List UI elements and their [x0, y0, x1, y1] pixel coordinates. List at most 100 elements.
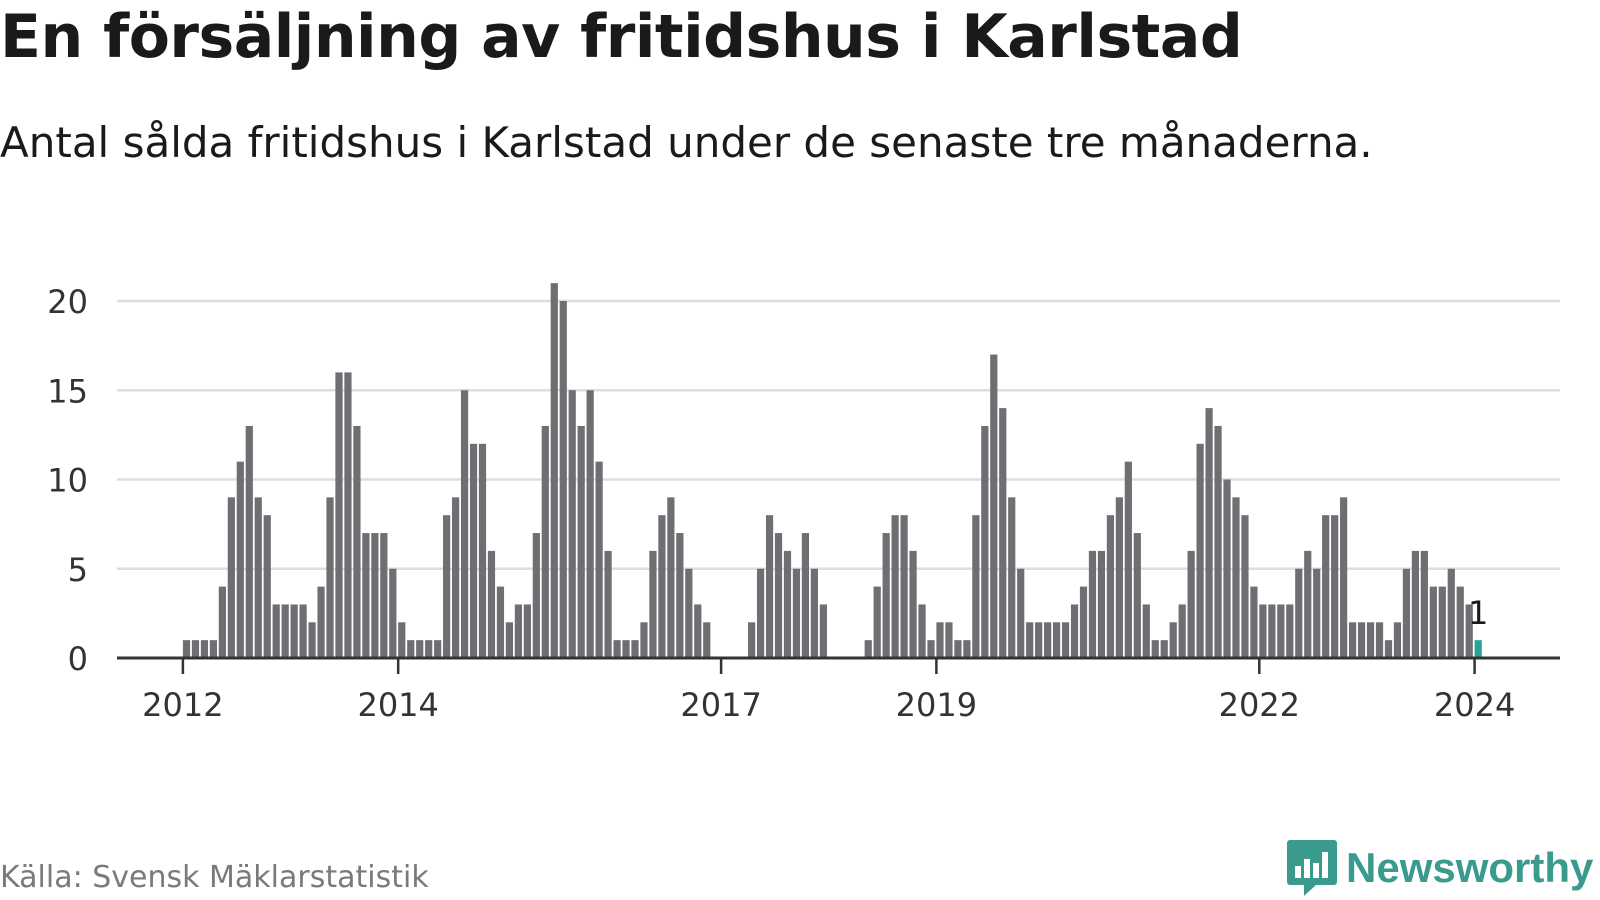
bar: [819, 604, 827, 658]
bar: [873, 586, 881, 658]
logo-text: Newsworthy: [1346, 844, 1594, 891]
x-tick-label: 2019: [896, 686, 977, 724]
bar: [254, 497, 262, 658]
bar: [371, 533, 379, 658]
bar: [882, 533, 890, 658]
bar: [631, 640, 639, 658]
bar: [416, 640, 424, 658]
bar: [398, 622, 406, 658]
bar: [774, 533, 783, 658]
bar: [1429, 586, 1437, 658]
bar: [936, 622, 944, 658]
bar: [218, 586, 226, 658]
bar: [532, 533, 540, 658]
bar: [1465, 604, 1473, 658]
bar: [1133, 533, 1141, 658]
chart-subtitle: Antal sålda fritidshus i Karlstad under …: [0, 118, 1373, 167]
bar: [1052, 622, 1061, 658]
bar: [1357, 622, 1366, 658]
bar: [1017, 568, 1025, 658]
bar: [245, 425, 253, 658]
bar: [909, 550, 917, 658]
bar: [272, 604, 280, 658]
bar: [1115, 497, 1123, 658]
x-tick-label: 2022: [1219, 686, 1300, 724]
bar: [308, 622, 316, 658]
bar: [999, 408, 1007, 658]
bar: [1079, 586, 1088, 658]
bar: [667, 497, 675, 658]
bar: [1295, 568, 1303, 658]
x-tick-label: 2012: [142, 686, 223, 724]
bar: [1035, 622, 1043, 658]
bar: [1151, 640, 1159, 658]
bar: [1044, 622, 1052, 658]
bar: [756, 568, 765, 658]
bar: [676, 533, 684, 658]
bar: [460, 390, 469, 658]
x-tick-label: 2017: [680, 686, 761, 724]
bar: [801, 533, 810, 658]
bar: [227, 497, 235, 658]
bar: [299, 604, 307, 658]
bar: [694, 604, 702, 658]
bar: [604, 550, 612, 658]
bar: [1384, 640, 1393, 658]
bar: [613, 640, 621, 658]
bar: [514, 604, 522, 658]
bar: [505, 622, 514, 658]
bar: [182, 640, 191, 658]
bar: [900, 515, 908, 658]
bar: [810, 568, 818, 658]
bar: [380, 533, 388, 658]
y-tick-label: 20: [47, 283, 88, 321]
bar: [1331, 515, 1339, 658]
bar: [317, 586, 325, 658]
bar: [434, 640, 442, 658]
bar: [478, 443, 487, 658]
bar: [927, 640, 935, 658]
bar: [236, 461, 244, 658]
bar: [1402, 568, 1411, 658]
bar: [263, 515, 271, 658]
x-tick-label: 2024: [1434, 686, 1515, 724]
bar: [1070, 604, 1079, 658]
x-tick-label: 2014: [357, 686, 438, 724]
bar: [954, 640, 962, 658]
bar: [362, 533, 370, 658]
y-tick-label: 5: [68, 551, 88, 589]
data-label: 1: [1468, 594, 1488, 632]
highlighted-bar: [1474, 640, 1482, 658]
bar: [1187, 550, 1195, 658]
bar: [1026, 622, 1034, 658]
bar: [1205, 408, 1213, 658]
bar: [1366, 622, 1375, 658]
bar: [1340, 497, 1348, 658]
bar: [1277, 604, 1285, 658]
bar: [344, 372, 352, 658]
bar: [703, 622, 711, 658]
bar: [577, 425, 585, 658]
bar: [918, 604, 926, 658]
newsworthy-logo-icon: [1287, 840, 1337, 896]
bar: [1106, 515, 1115, 658]
bar: [1178, 604, 1186, 658]
bar: [335, 372, 343, 658]
bar: [425, 640, 433, 658]
bar: [209, 640, 218, 658]
bar: [1241, 515, 1249, 658]
bar: [523, 604, 531, 658]
bar: [353, 425, 361, 658]
bar: [1008, 497, 1016, 658]
bar: [1313, 568, 1321, 658]
bar: [1420, 550, 1428, 658]
bar: [550, 283, 558, 658]
bar: [1196, 443, 1204, 658]
bar: [792, 568, 801, 658]
bar: [1232, 497, 1240, 658]
bar: [1214, 425, 1222, 658]
bar: [191, 640, 200, 658]
y-tick-label: 0: [68, 640, 88, 678]
y-tick-label: 15: [47, 372, 88, 410]
bar: [1456, 586, 1464, 658]
